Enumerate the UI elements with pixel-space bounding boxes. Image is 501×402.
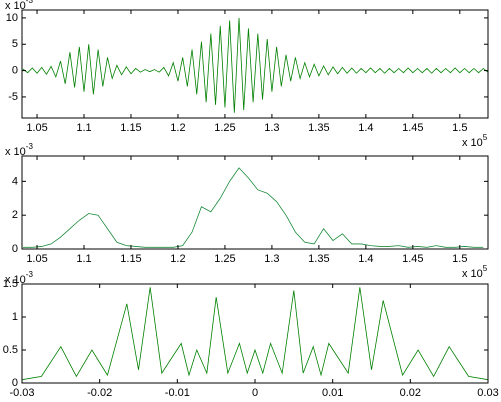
x-tick-label: 1.5 [452, 253, 467, 265]
x-multiplier: x 105 [462, 264, 488, 280]
x-tick-label: 1.1 [76, 122, 91, 134]
y-multiplier-base: x 10 [5, 146, 26, 158]
x-tick-label: 0.01 [322, 387, 343, 399]
y-multiplier: x 10-3 [5, 270, 33, 286]
y-tick-label: 5 [12, 38, 18, 50]
x-tick-label: 1.3 [264, 253, 279, 265]
signal-line [22, 17, 489, 113]
axes-frame [21, 155, 489, 250]
x-tick-label: 1.3 [264, 122, 279, 134]
y-tick-label: 0 [12, 64, 18, 76]
y-multiplier-exponent: -3 [26, 0, 34, 5]
y-tick-label: 0.5 [3, 344, 18, 356]
x-multiplier: x 105 [462, 133, 488, 149]
x-tick-label: 1.05 [26, 122, 47, 134]
x-tick-label: 0.02 [400, 387, 421, 399]
x-tick-label: -0.01 [165, 387, 190, 399]
y-multiplier-exponent: -3 [26, 270, 34, 279]
y-tick-label: 0 [12, 377, 18, 389]
signal-line [21, 287, 489, 381]
x-tick-label: 1.25 [214, 253, 235, 265]
y-tick-label: 2 [12, 209, 18, 221]
x-multiplier-base: x 10 [462, 137, 483, 149]
x-tick-label: 0.03 [477, 387, 498, 399]
y-tick-label: 4 [12, 175, 18, 187]
x-tick-label: 0 [252, 387, 258, 399]
y-tick-label: 1.5 [3, 278, 18, 290]
x-multiplier-exponent: 5 [483, 264, 488, 273]
axes-box [22, 10, 488, 118]
y-multiplier: x 10-3 [5, 142, 33, 158]
x-tick-label: -0.02 [87, 387, 112, 399]
x-tick-label: 1.45 [402, 122, 423, 134]
axes-box [22, 284, 488, 383]
x-tick-label: 1.2 [170, 253, 185, 265]
y-multiplier-base: x 10 [5, 274, 26, 286]
y-tick-label: 10 [6, 12, 18, 24]
signal-line [22, 167, 484, 248]
axes-frame [21, 9, 489, 119]
x-tick-label: 1.5 [452, 122, 467, 134]
x-tick-label: 1.25 [214, 122, 235, 134]
y-multiplier-exponent: -3 [26, 142, 34, 151]
x-tick-label: 1.15 [120, 253, 141, 265]
y-tick-label: 1 [12, 311, 18, 323]
x-tick-label: 1.35 [308, 122, 329, 134]
x-tick-label: 1.4 [358, 253, 373, 265]
y-multiplier: x 10-3 [5, 0, 33, 12]
x-tick-label: 1.4 [358, 122, 373, 134]
y-tick-label: 0 [12, 243, 18, 255]
axes-box [22, 156, 488, 249]
x-multiplier-base: x 10 [462, 268, 483, 280]
x-tick-label: 1.45 [402, 253, 423, 265]
x-tick-label: 1.1 [76, 253, 91, 265]
x-tick-label: -0.03 [9, 387, 34, 399]
x-tick-label: 1.2 [170, 122, 185, 134]
x-multiplier-exponent: 5 [483, 133, 488, 142]
y-multiplier-base: x 10 [5, 0, 26, 12]
x-tick-label: 1.05 [26, 253, 47, 265]
x-tick-label: 1.15 [120, 122, 141, 134]
y-tick-label: -5 [8, 91, 18, 103]
x-tick-label: 1.35 [308, 253, 329, 265]
